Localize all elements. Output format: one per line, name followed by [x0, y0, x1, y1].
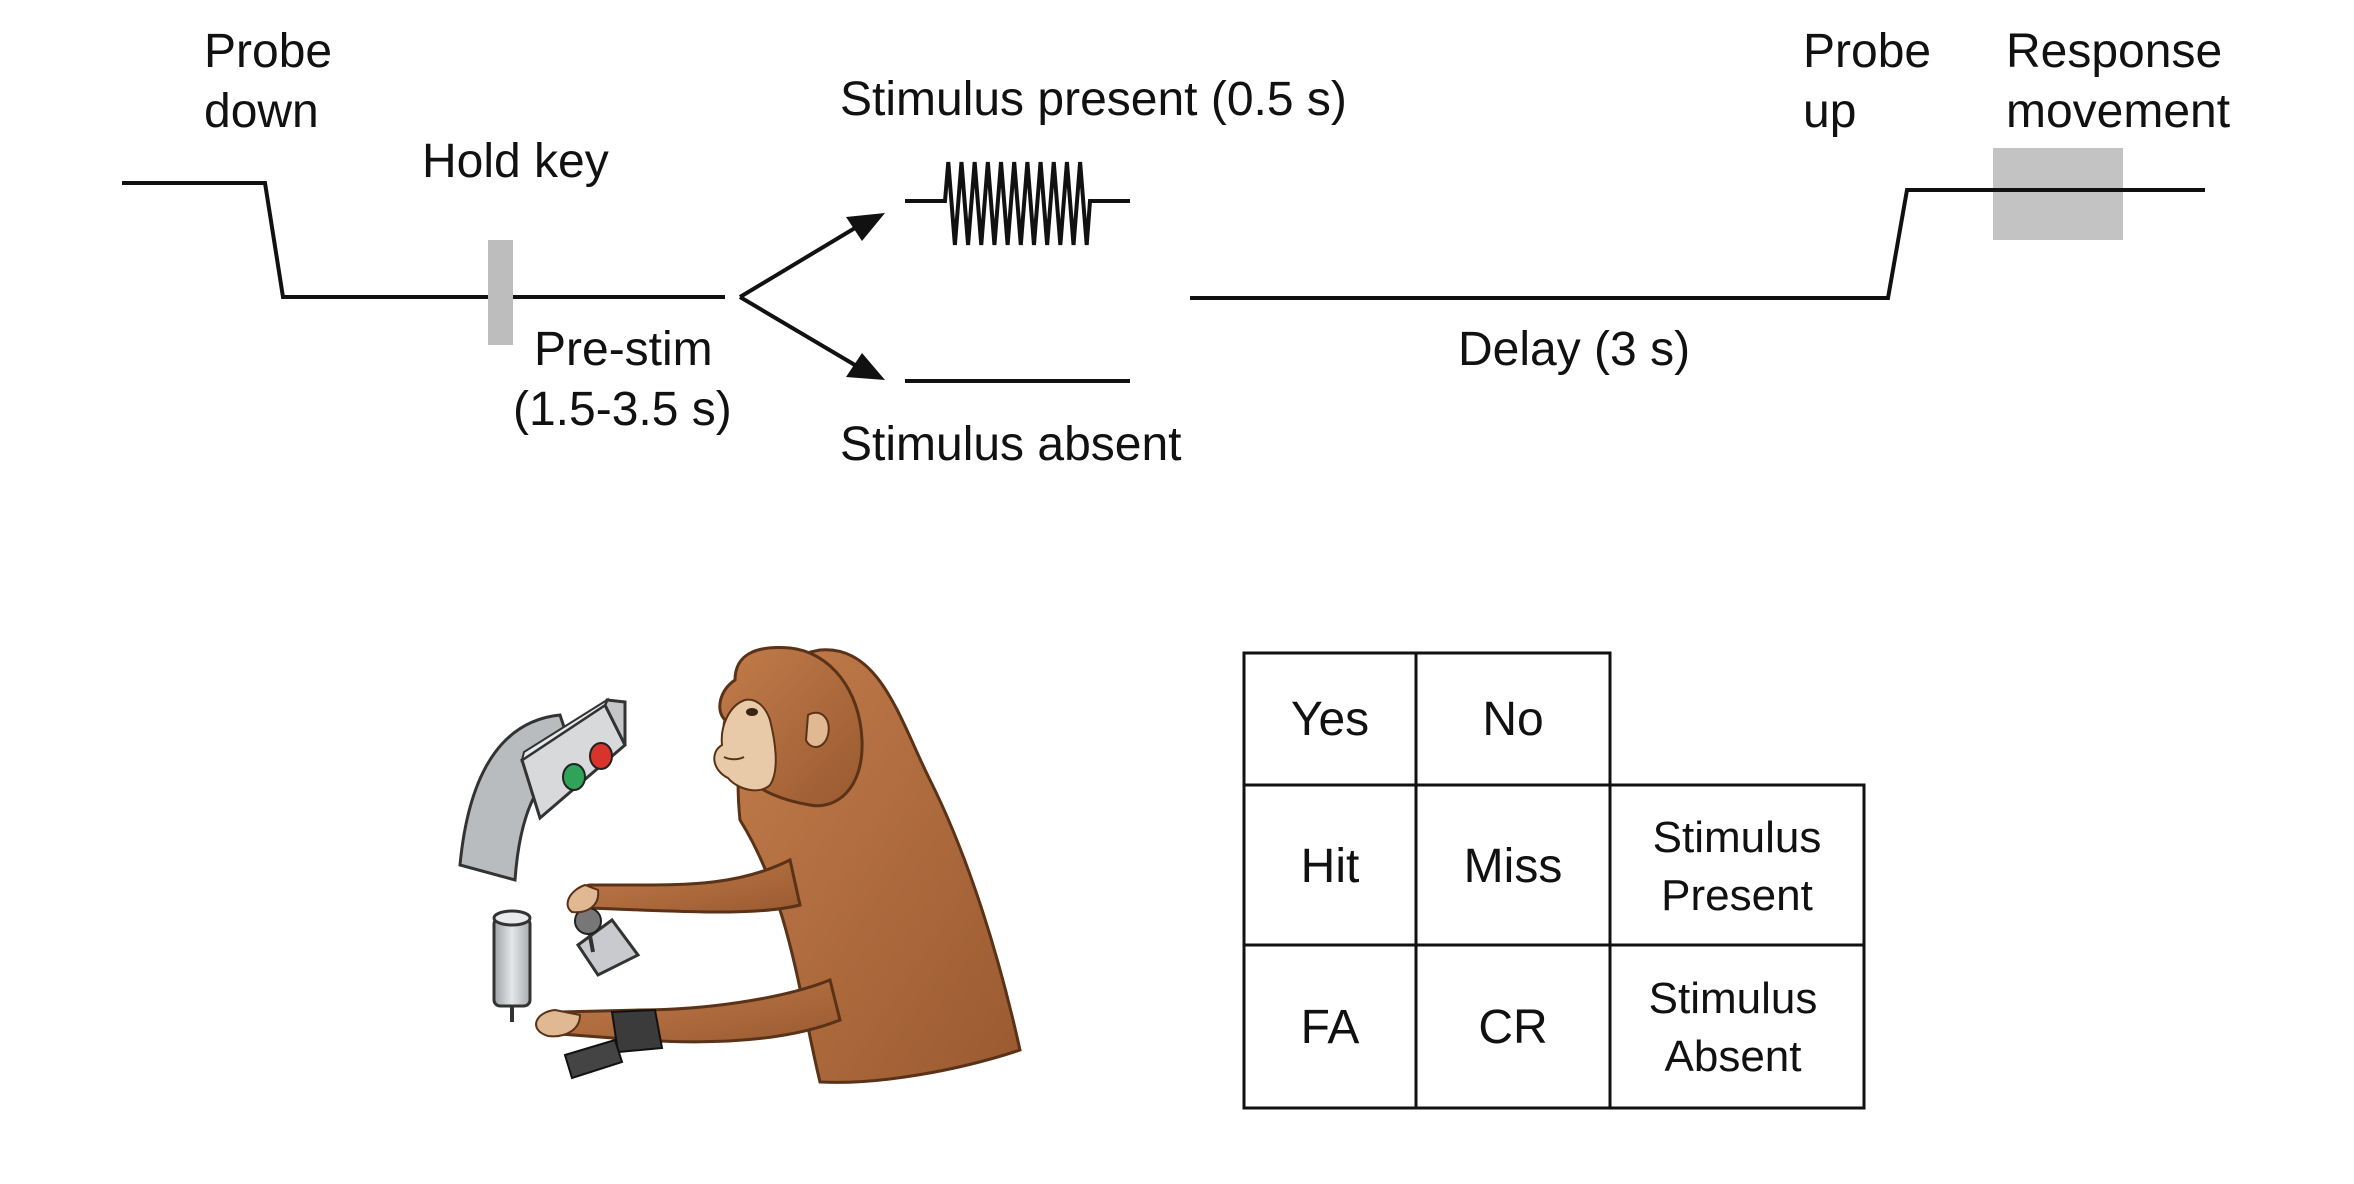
table-header-no: No: [1482, 693, 1543, 746]
table-cell-miss: Miss: [1464, 840, 1563, 893]
probe-down-label-2: down: [204, 85, 319, 138]
table-cell-hit: Hit: [1301, 840, 1360, 893]
table-row-label-cell: [1608, 783, 1866, 947]
stimulus-absent-label: Stimulus absent: [840, 418, 1182, 471]
pre-stim-label-2: (1.5-3.5 s): [513, 383, 732, 436]
table-row-label-absent-1: Stimulus: [1649, 974, 1818, 1023]
branch-arrow-absent: [738, 295, 862, 370]
monkey-face: [713, 698, 777, 792]
response-movement-marker: [1993, 148, 2123, 240]
table-row-label-present-2: Present: [1661, 871, 1813, 920]
hold-key-label: Hold key: [422, 135, 609, 188]
monkey-mouth: [723, 756, 745, 761]
wrist-strap: [610, 1008, 664, 1054]
table-cell-fa: FA: [1301, 1001, 1360, 1054]
table-row-label-present-1: Stimulus: [1653, 813, 1822, 862]
joystick-base: [575, 917, 641, 977]
button-box-top: [520, 697, 610, 763]
response-movement-label-2: movement: [2006, 85, 2231, 138]
delay-label: Delay (3 s): [1458, 323, 1691, 376]
red-button-icon: [589, 742, 613, 770]
probe-up-label-1: Probe: [1803, 25, 1932, 78]
table-row-label-cell: [1608, 943, 1866, 1110]
arrowhead-absent: [846, 353, 885, 380]
monkey-hand-lower: [535, 1008, 582, 1038]
response-movement-label-1: Response: [2006, 25, 2223, 78]
table-cell-cr: CR: [1478, 1001, 1547, 1054]
wrist-strap-buckle: [563, 1038, 624, 1080]
monkey-eye: [746, 708, 758, 716]
table-row-label-absent-2: Absent: [1665, 1032, 1802, 1081]
stimulus-present-label: Stimulus present (0.5 s): [840, 73, 1347, 126]
monkey-ear: [804, 711, 830, 748]
green-button-icon: [562, 763, 586, 791]
hold-key-marker: [488, 240, 513, 345]
table-header-yes: Yes: [1291, 693, 1369, 746]
pre-stim-label-1: Pre-stim: [534, 323, 713, 376]
probe-cylinder-top: [492, 909, 532, 927]
probe-up-label-2: up: [1803, 85, 1857, 138]
monkey-hand-upper: [566, 883, 600, 914]
probe-down-label-1: Probe: [204, 25, 333, 78]
branch-arrow-present: [738, 223, 862, 299]
arrowhead-present: [846, 213, 885, 241]
stimulus-present-wave: [905, 161, 1130, 246]
